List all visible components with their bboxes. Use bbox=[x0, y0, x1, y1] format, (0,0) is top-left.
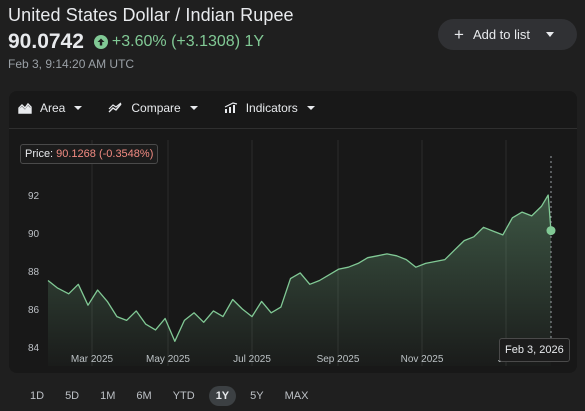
plus-icon: + bbox=[454, 25, 464, 44]
hover-point bbox=[546, 226, 556, 236]
compare-label: Compare bbox=[131, 101, 181, 115]
add-to-list-label: Add to list bbox=[472, 27, 531, 42]
y-tick-label: 90 bbox=[28, 229, 40, 240]
price-row: 90.0742 +3.60% (+3.1308) 1Y bbox=[8, 30, 264, 54]
range-button-1m[interactable]: 1M bbox=[100, 390, 116, 402]
range-button-max[interactable]: MAX bbox=[284, 390, 309, 402]
range-button-5d[interactable]: 5D bbox=[65, 390, 80, 402]
chevron-down-icon bbox=[74, 106, 83, 110]
area-label: Area bbox=[40, 101, 66, 115]
chevron-down-icon bbox=[546, 32, 555, 37]
arrow-up-icon bbox=[93, 35, 108, 49]
range-selector: 1D 5D 1M 6M YTD 1Y 5Y MAX bbox=[23, 386, 322, 406]
price-area bbox=[48, 195, 551, 366]
chevron-down-icon bbox=[189, 106, 198, 110]
indicators-icon bbox=[224, 102, 237, 113]
add-to-list-button[interactable]: + Add to list bbox=[438, 19, 577, 50]
chart-toolbar: Area Compare Indicators bbox=[18, 100, 341, 116]
y-tick-label: 92 bbox=[28, 191, 40, 202]
y-tick-label: 86 bbox=[28, 305, 40, 316]
area-dropdown[interactable]: Area bbox=[18, 101, 83, 115]
range-button-6m[interactable]: 6M bbox=[136, 390, 152, 402]
price-change: +3.60% (+3.1308) 1Y bbox=[111, 33, 265, 50]
range-button-1d[interactable]: 1D bbox=[30, 390, 45, 402]
area-chart-icon bbox=[18, 102, 32, 114]
price-line bbox=[47, 194, 552, 342]
indicators-label: Indicators bbox=[245, 101, 298, 115]
range-button-ytd[interactable]: YTD bbox=[172, 390, 195, 402]
indicators-dropdown[interactable]: Indicators bbox=[224, 101, 315, 115]
date-tooltip: Feb 3, 2026 bbox=[499, 338, 570, 362]
range-button-1y[interactable]: 1Y bbox=[208, 386, 237, 406]
price-tooltip: Price: 90.1268 (-0.3548%) bbox=[20, 144, 159, 164]
y-tick-label: 84 bbox=[28, 343, 40, 354]
page-title: United States Dollar / Indian Rupee bbox=[8, 5, 294, 25]
quote-timestamp: Feb 3, 9:14:20 AM UTC bbox=[8, 57, 135, 71]
toolbar-divider bbox=[9, 128, 577, 129]
current-price: 90.0742 bbox=[8, 30, 84, 53]
compare-dropdown[interactable]: Compare bbox=[108, 101, 198, 115]
compare-icon bbox=[108, 102, 122, 113]
price-tooltip-value: 90.1268 (-0.3548%) bbox=[56, 148, 154, 160]
chevron-down-icon bbox=[306, 106, 315, 110]
price-tooltip-label: Price: bbox=[25, 148, 54, 160]
range-button-5y[interactable]: 5Y bbox=[250, 390, 264, 402]
y-tick-label: 88 bbox=[28, 267, 40, 278]
